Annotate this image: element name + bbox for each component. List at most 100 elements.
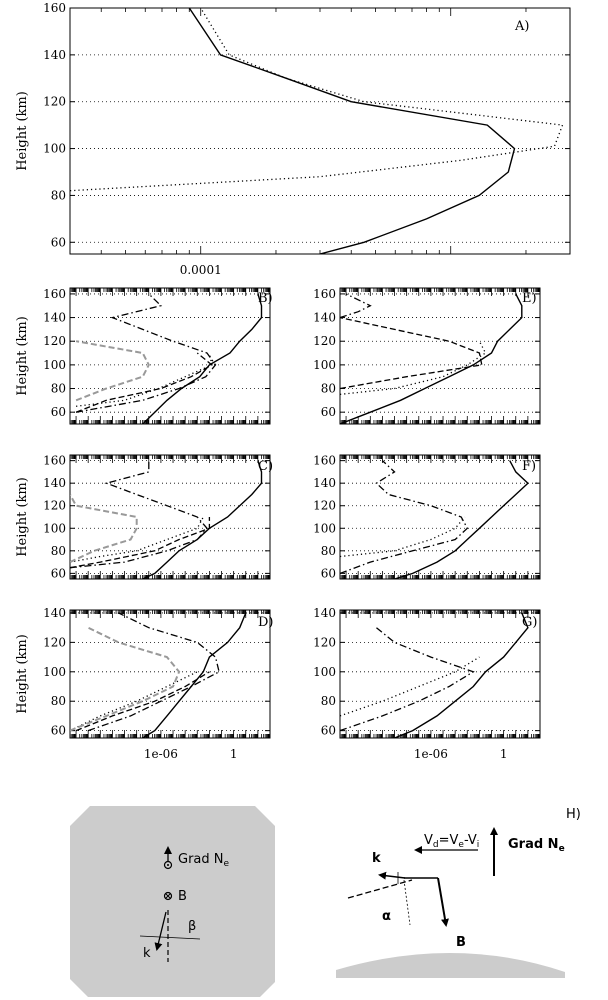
series-line-dashdot xyxy=(87,612,220,732)
y-tick-label: 80 xyxy=(321,382,336,396)
panel-label: A) xyxy=(514,19,529,34)
x-tick-label: 1 xyxy=(500,747,508,761)
panel-frame xyxy=(339,609,541,739)
panel-label: G) xyxy=(522,615,537,630)
x-tick-label: 1e-06 xyxy=(414,747,448,761)
panel-6: 60 80 100 120 140 1e-06 1 G) xyxy=(313,606,541,761)
y-tick-label: 80 xyxy=(51,544,66,558)
y-axis-label: Height (km) xyxy=(15,316,30,396)
panel-1: 60 80 100 120 140 160 Height (km) B) xyxy=(15,287,273,425)
right-k-label: k xyxy=(372,851,381,866)
y-tick-label: 60 xyxy=(51,724,66,738)
y-tick-label: 60 xyxy=(321,724,336,738)
series-line-dashdot xyxy=(70,460,208,569)
right-k-arrow-icon xyxy=(378,871,406,880)
y-tick-label: 100 xyxy=(313,358,336,372)
series-line-dashed xyxy=(70,494,138,564)
panel-label-h: H) xyxy=(566,807,581,822)
series-group xyxy=(340,612,529,738)
b-field-out-icon xyxy=(163,891,173,901)
y-tick-label: 140 xyxy=(43,311,66,325)
series-line-dashdot xyxy=(340,627,475,732)
b-arrow-icon xyxy=(437,877,449,927)
panel-frame xyxy=(69,454,271,580)
y-tick-label: 140 xyxy=(43,48,66,62)
series-group xyxy=(75,293,263,424)
y-tick-label: 100 xyxy=(313,665,336,679)
panel-4: 60 80 100 120 140 160 F) xyxy=(313,454,541,580)
panel-5: 60 80 100 120 140 1e-06 1 Height (km) D) xyxy=(15,606,274,761)
horizontal-line xyxy=(139,935,201,940)
grad-point-icon xyxy=(163,860,173,870)
right-b-label: B xyxy=(456,935,466,950)
y-tick-label: 100 xyxy=(313,521,336,535)
panel-0: 60 80 100 120 140 160 0.0001 Height (km) A) xyxy=(15,1,571,277)
series-line-dashed xyxy=(75,352,213,413)
series-group xyxy=(340,293,523,424)
series-line-dashed xyxy=(340,316,483,390)
panel-label: D) xyxy=(258,615,274,630)
series-line-dashed xyxy=(75,671,210,732)
left-diagram-background xyxy=(70,806,275,997)
panel-label: F) xyxy=(522,459,536,474)
y-tick-label: 100 xyxy=(43,142,66,156)
right-diagram: H) Vd=Ve-Vi Grad Ne k α B xyxy=(336,807,581,978)
series-line-dashdot xyxy=(340,293,372,319)
dashed-line xyxy=(347,879,413,899)
series-line-solid xyxy=(394,460,529,579)
y-axis-label: Height (km) xyxy=(15,634,30,714)
x-tick-label: 1 xyxy=(230,747,238,761)
panel-frame xyxy=(69,287,271,425)
series-line-dotted xyxy=(70,671,198,732)
series-line-dashed xyxy=(70,626,181,732)
y-tick-label: 140 xyxy=(43,476,66,490)
k-arrow-icon xyxy=(154,911,167,951)
y-tick-label: 140 xyxy=(43,606,66,620)
y-tick-label: 120 xyxy=(43,334,66,348)
series-line-solid xyxy=(394,612,529,738)
series-line-solid xyxy=(142,293,263,424)
y-tick-label: 80 xyxy=(321,544,336,558)
y-tick-label: 160 xyxy=(43,1,66,15)
series-line-dotted xyxy=(76,352,213,407)
y-tick-label: 120 xyxy=(43,95,66,109)
y-tick-label: 160 xyxy=(43,287,66,301)
y-tick-label: 120 xyxy=(43,635,66,649)
panel-label: E) xyxy=(522,291,537,306)
series-group xyxy=(70,8,564,254)
y-tick-label: 140 xyxy=(313,476,336,490)
y-tick-label: 120 xyxy=(313,635,336,649)
series-group xyxy=(70,612,247,738)
panel-2: 60 80 100 120 140 160 E) xyxy=(313,287,541,425)
dotted-vertical xyxy=(403,879,411,926)
y-tick-label: 120 xyxy=(43,499,66,513)
series-line-dashed xyxy=(70,517,211,569)
alpha-label: α xyxy=(382,909,391,924)
series-line-dotted xyxy=(70,516,204,563)
ground-surface xyxy=(336,952,565,978)
series-line-dotted xyxy=(340,656,480,717)
y-axis-label: Height (km) xyxy=(15,91,30,171)
y-tick-label: 60 xyxy=(321,566,336,580)
y-axis-label: Height (km) xyxy=(15,477,30,557)
series-group xyxy=(70,460,263,579)
y-tick-label: 140 xyxy=(313,311,336,325)
series-line-solid xyxy=(340,293,523,424)
series-line-dotted xyxy=(340,516,466,558)
panel-label: B) xyxy=(258,291,273,306)
panel-frame xyxy=(339,287,541,425)
left-grad-label: Grad Ne xyxy=(178,852,230,869)
y-tick-label: 60 xyxy=(51,566,66,580)
x-tick-label: 1e-06 xyxy=(144,747,178,761)
y-tick-label: 140 xyxy=(313,606,336,620)
y-tick-label: 80 xyxy=(51,382,66,396)
left-diagram: Grad Ne B β k xyxy=(70,806,275,997)
series-line-dotted xyxy=(340,340,487,396)
series-line-solid xyxy=(142,460,263,579)
beta-label: β xyxy=(188,919,196,934)
y-tick-label: 160 xyxy=(43,454,66,468)
vd-label: Vd=Ve-Vi xyxy=(424,833,479,850)
y-tick-label: 80 xyxy=(51,694,66,708)
